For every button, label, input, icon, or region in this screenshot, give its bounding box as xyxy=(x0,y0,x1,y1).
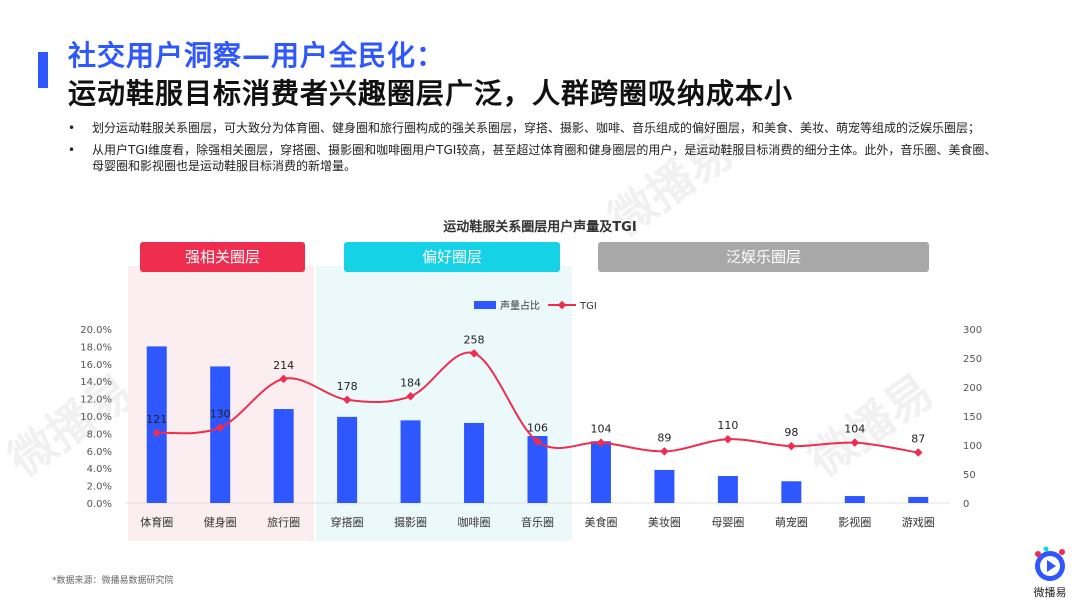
group-label-preference: 偏好圈层 xyxy=(344,242,560,272)
y-right-tick-label: 150 xyxy=(963,412,982,423)
bullet-text: 从用户TGI维度看，除强相关圈层，穿搭圈、摄影圈和咖啡圈用户TGI较高，甚至超过… xyxy=(92,143,997,173)
tgi-data-label: 214 xyxy=(273,359,294,372)
y-left-tick-label: 4.0% xyxy=(87,464,112,475)
bullet-list: • 划分运动鞋服关系圈层，可大致分为体育圈、健身圈和旅行圈构成的强关系圈层，穿搭… xyxy=(66,120,1006,180)
bar-7 xyxy=(590,441,611,503)
bullet-item: • 划分运动鞋服关系圈层，可大致分为体育圈、健身圈和旅行圈构成的强关系圈层，穿搭… xyxy=(66,120,1006,136)
x-tick-label: 健身圈 xyxy=(204,515,237,529)
logo-text: 微播易 xyxy=(1033,586,1067,599)
x-tick-label: 影视圈 xyxy=(838,515,871,529)
y-left-tick-label: 10.0% xyxy=(80,412,112,423)
y-right-tick-label: 0 xyxy=(963,499,969,510)
tgi-data-label: 104 xyxy=(590,423,611,436)
y-left-tick-label: 6.0% xyxy=(87,447,112,458)
bullet-item: • 从用户TGI维度看，除强相关圈层，穿搭圈、摄影圈和咖啡圈用户TGI较高，甚至… xyxy=(66,142,1006,174)
x-tick-label: 体育圈 xyxy=(140,515,173,529)
tgi-point-0 xyxy=(152,428,161,438)
tgi-point-5 xyxy=(469,349,479,358)
y-right-tick-label: 250 xyxy=(963,354,982,365)
bar-12 xyxy=(908,496,929,503)
x-tick-label: 游戏圈 xyxy=(902,516,935,529)
tgi-data-label: 184 xyxy=(400,376,421,389)
page-title-line1: 社交用户洞察—用户全民化： xyxy=(68,39,446,72)
x-tick-label: 音乐圈 xyxy=(521,515,554,529)
y-left-tick-label: 8.0% xyxy=(87,429,112,440)
y-right-tick-label: 100 xyxy=(963,441,982,452)
y-right-tick-label: 200 xyxy=(963,383,982,394)
y-left-tick-label: 16.0% xyxy=(80,360,112,371)
tgi-data-label: 104 xyxy=(844,423,865,436)
tgi-point-1 xyxy=(215,423,225,432)
x-tick-label: 萌宠圈 xyxy=(775,515,808,529)
y-right-tick-label: 50 xyxy=(963,470,976,481)
bar-5 xyxy=(464,422,485,503)
bar-10 xyxy=(781,481,802,503)
legend-bar-label: 声量占比 xyxy=(500,299,540,312)
bar-1 xyxy=(210,366,231,503)
page-title-line2: 运动鞋服目标消费者兴趣圈层广泛，人群跨圈吸纳成本小 xyxy=(68,77,794,110)
brand-logo: 微播易 xyxy=(1028,546,1072,600)
bar-3 xyxy=(337,416,358,503)
play-logo-icon xyxy=(1035,546,1065,581)
x-tick-label: 母婴圈 xyxy=(711,516,744,529)
y-right-tick-label: 300 xyxy=(963,325,982,336)
y-left-tick-label: 2.0% xyxy=(87,482,112,493)
x-tick-label: 摄影圈 xyxy=(394,515,427,529)
title-accent-bar xyxy=(38,52,48,88)
bullet-dot: • xyxy=(68,143,76,157)
tgi-point-6 xyxy=(533,437,542,446)
bar-6 xyxy=(527,436,548,503)
y-left-tick-label: 18.0% xyxy=(80,342,112,353)
tgi-data-label: 258 xyxy=(464,333,485,346)
group-label-entertainment: 泛娱乐圈层 xyxy=(598,242,929,272)
bar-8 xyxy=(654,469,675,503)
bar-0 xyxy=(146,346,167,503)
tgi-data-label: 98 xyxy=(784,426,798,439)
x-tick-label: 美妆圈 xyxy=(648,516,681,529)
tgi-point-9 xyxy=(723,434,733,444)
bar-9 xyxy=(717,476,738,503)
tgi-data-label: 110 xyxy=(717,419,738,432)
group-label-strong: 强相关圈层 xyxy=(140,242,305,272)
legend-bar-swatch xyxy=(474,301,496,309)
x-tick-label: 咖啡圈 xyxy=(458,515,491,529)
tgi-point-11 xyxy=(850,438,860,447)
tgi-point-10 xyxy=(787,441,796,451)
x-tick-label: 穿搭圈 xyxy=(331,515,364,529)
tgi-point-2 xyxy=(279,374,288,384)
bar-2 xyxy=(273,409,294,503)
tgi-point-12 xyxy=(914,448,923,457)
legend-line-label: TGI xyxy=(579,301,597,312)
y-left-tick-label: 0.0% xyxy=(87,499,112,510)
x-tick-label: 旅行圈 xyxy=(267,515,300,529)
bullet-text: 划分运动鞋服关系圈层，可大致分为体育圈、健身圈和旅行圈构成的强关系圈层，穿搭、摄… xyxy=(92,121,981,135)
bullet-dot: • xyxy=(68,121,76,135)
source-note: *数据来源：微播易数据研究院 xyxy=(52,576,174,586)
tgi-point-3 xyxy=(342,395,352,405)
tgi-data-label: 178 xyxy=(337,380,358,393)
tgi-data-label: 106 xyxy=(527,422,548,435)
tgi-data-label: 87 xyxy=(911,433,925,446)
bar-11 xyxy=(844,496,865,503)
tgi-data-label: 89 xyxy=(657,431,671,444)
tgi-data-label: 121 xyxy=(146,413,167,426)
legend-line-marker xyxy=(557,300,567,310)
y-left-tick-label: 20.0% xyxy=(80,325,112,336)
x-tick-label: 美食圈 xyxy=(584,515,617,529)
y-left-tick-label: 14.0% xyxy=(80,377,112,388)
tgi-point-4 xyxy=(406,392,415,401)
bar-4 xyxy=(400,420,421,503)
chart-title: 运动鞋服关系圈层用户声量及TGI xyxy=(443,220,637,235)
y-left-tick-label: 12.0% xyxy=(80,395,112,406)
tgi-point-8 xyxy=(660,447,669,456)
tgi-point-7 xyxy=(596,438,606,447)
tgi-data-label: 130 xyxy=(210,408,231,421)
